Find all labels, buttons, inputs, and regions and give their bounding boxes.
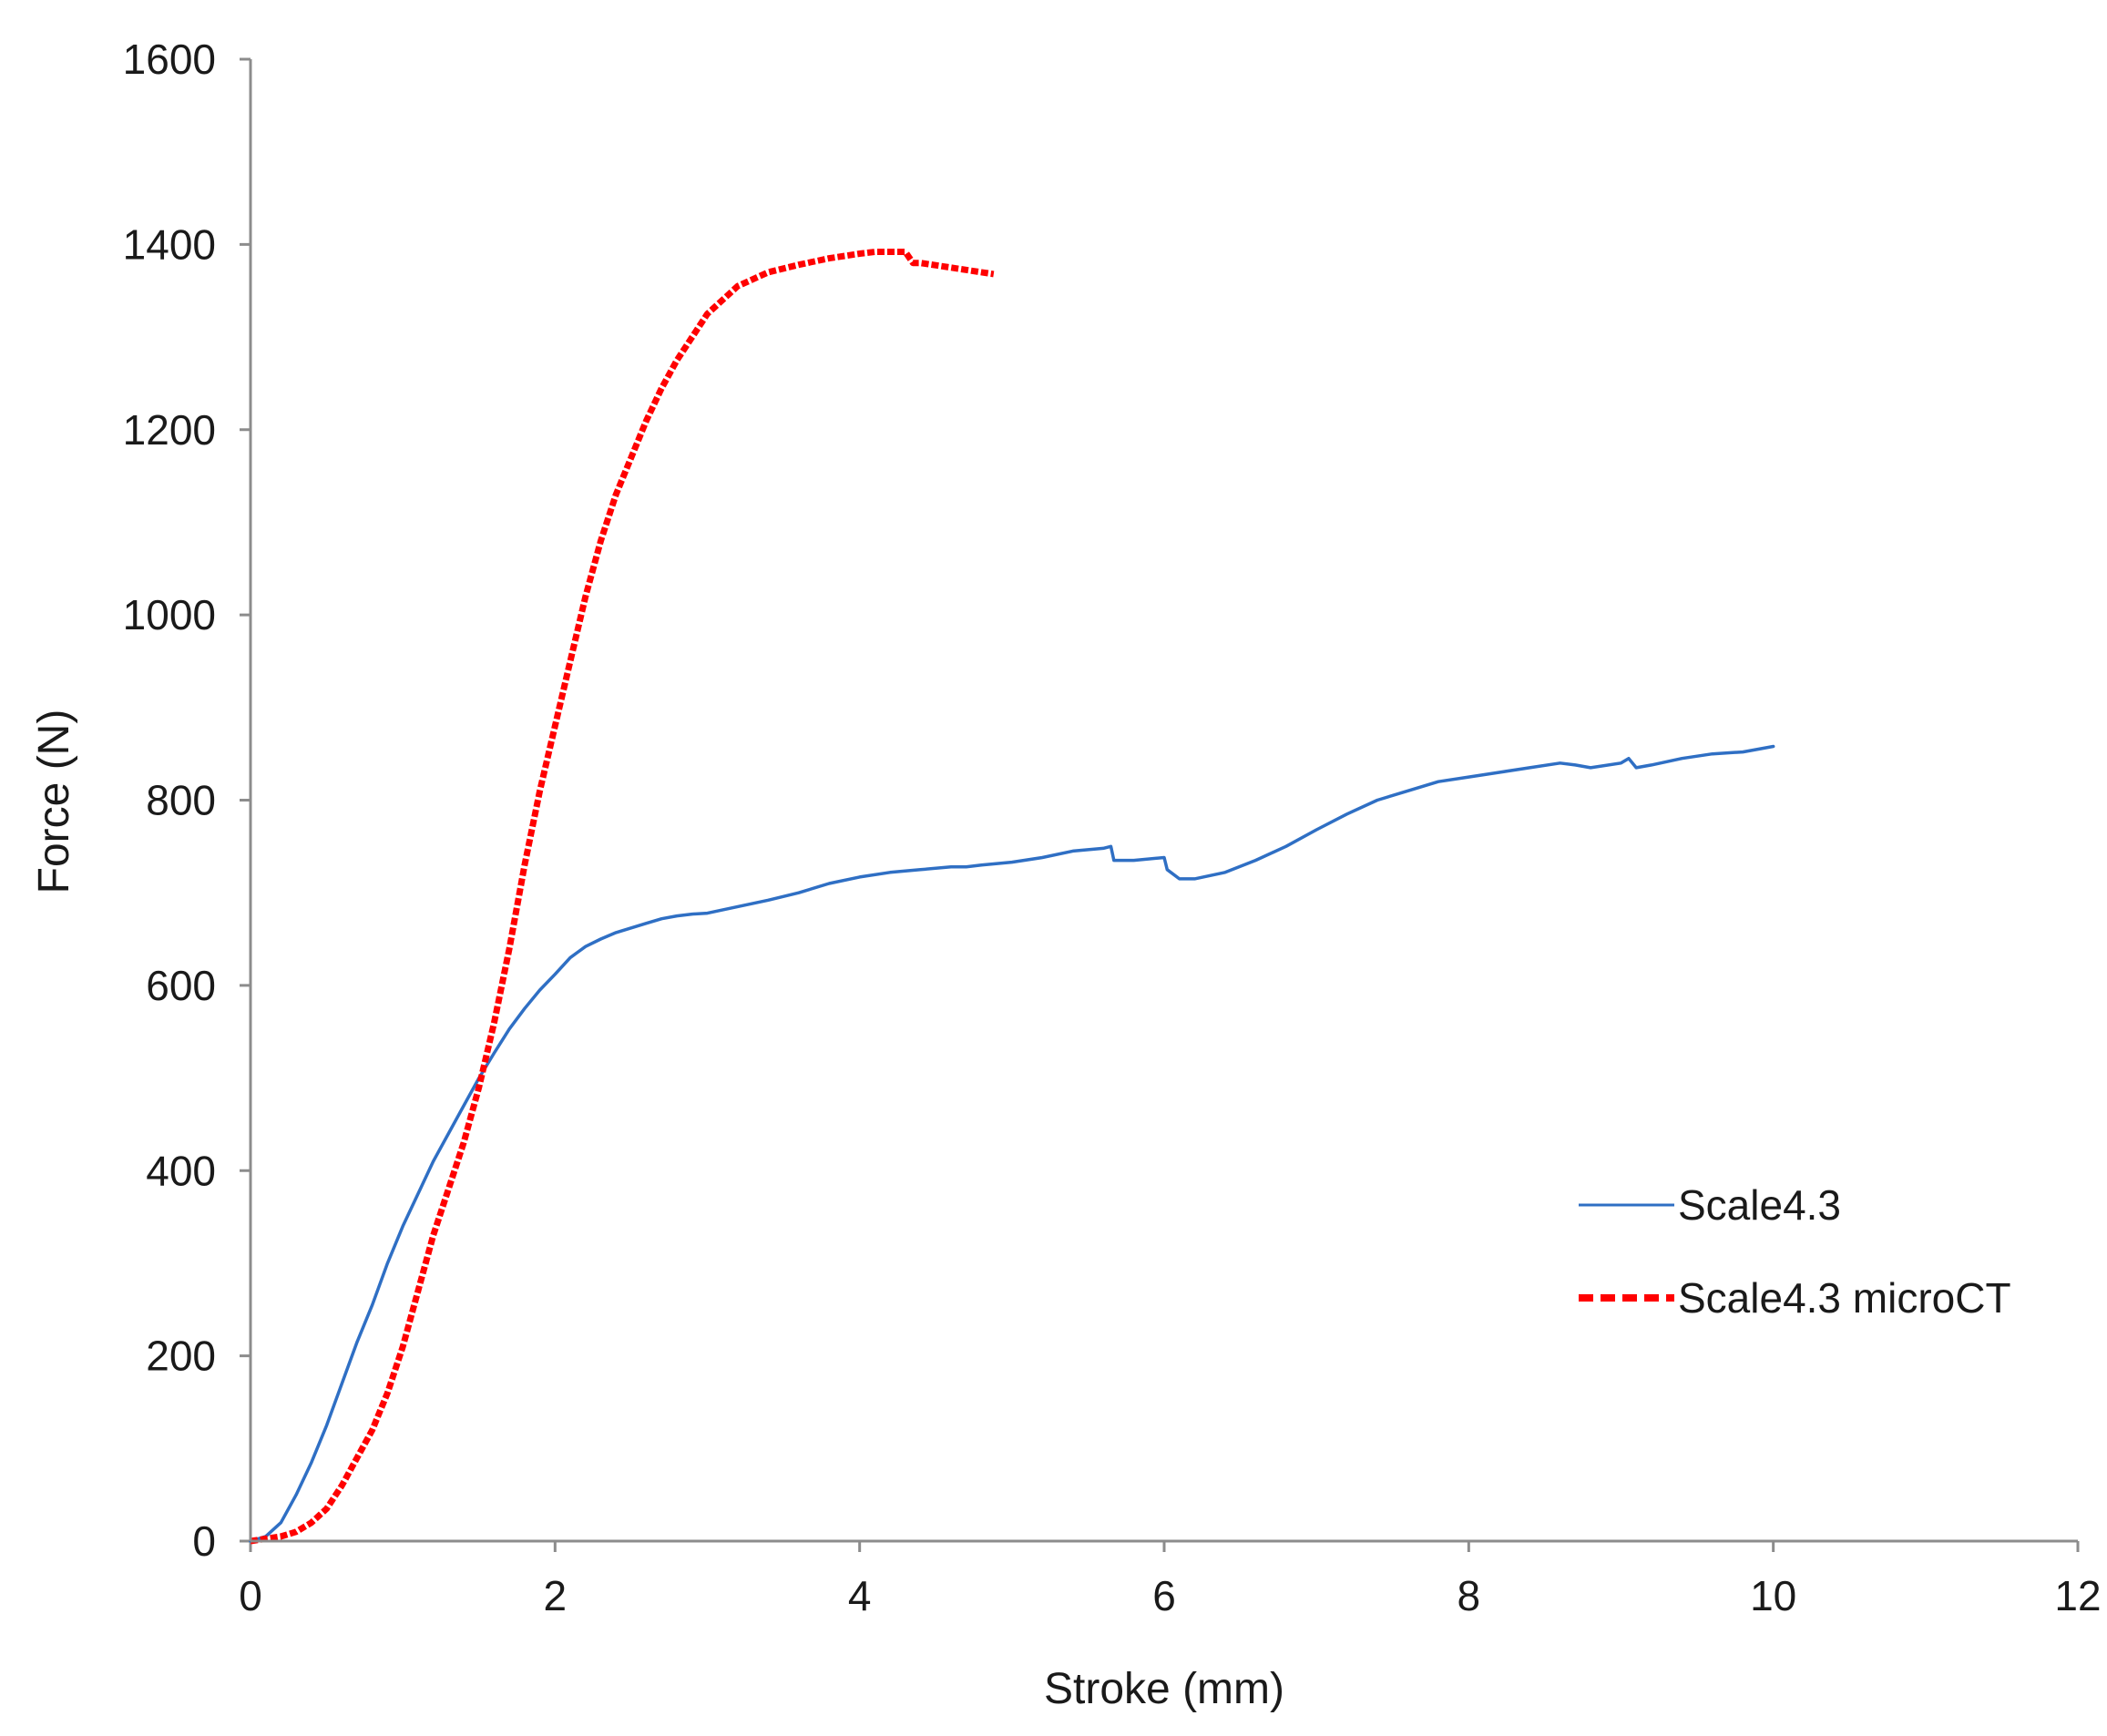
series-line-scale4-3-microct — [250, 249, 995, 1545]
legend-label-scale4-3-microct: Scale4.3 microCT — [1678, 1274, 2011, 1322]
y-tick-label: 1200 — [123, 406, 216, 454]
x-axis-title: Stroke (mm) — [1044, 1665, 1284, 1713]
y-tick-label: 1600 — [123, 36, 216, 83]
x-tick-label: 12 — [2054, 1572, 2101, 1619]
x-tick-label: 4 — [848, 1572, 872, 1619]
x-tick-label: 0 — [239, 1572, 262, 1619]
x-tick-label: 8 — [1458, 1572, 1481, 1619]
series-layer — [249, 249, 1775, 1545]
x-tick-label: 6 — [1152, 1572, 1176, 1619]
legend: Scale4.3 Scale4.3 microCT — [1579, 1181, 2011, 1322]
y-tick-label: 800 — [146, 777, 216, 824]
y-tick-label: 200 — [146, 1333, 216, 1380]
y-tick-label: 600 — [146, 962, 216, 1009]
y-tick-label: 1000 — [123, 591, 216, 638]
y-axis-ticks: 0 200 400 600 800 1000 1200 1400 1600 — [123, 36, 251, 1565]
y-tick-label: 1400 — [123, 220, 216, 268]
x-tick-label: 10 — [1750, 1572, 1796, 1619]
x-axis-ticks: 0 2 4 6 8 10 12 — [239, 1541, 2102, 1619]
y-tick-label: 0 — [192, 1517, 216, 1565]
series-line-scale4-3 — [249, 744, 1775, 1543]
legend-label-scale4-3: Scale4.3 — [1678, 1181, 1841, 1229]
x-tick-label: 2 — [544, 1572, 568, 1619]
y-tick-label: 400 — [146, 1147, 216, 1194]
y-axis-title: Force (N) — [30, 710, 78, 894]
